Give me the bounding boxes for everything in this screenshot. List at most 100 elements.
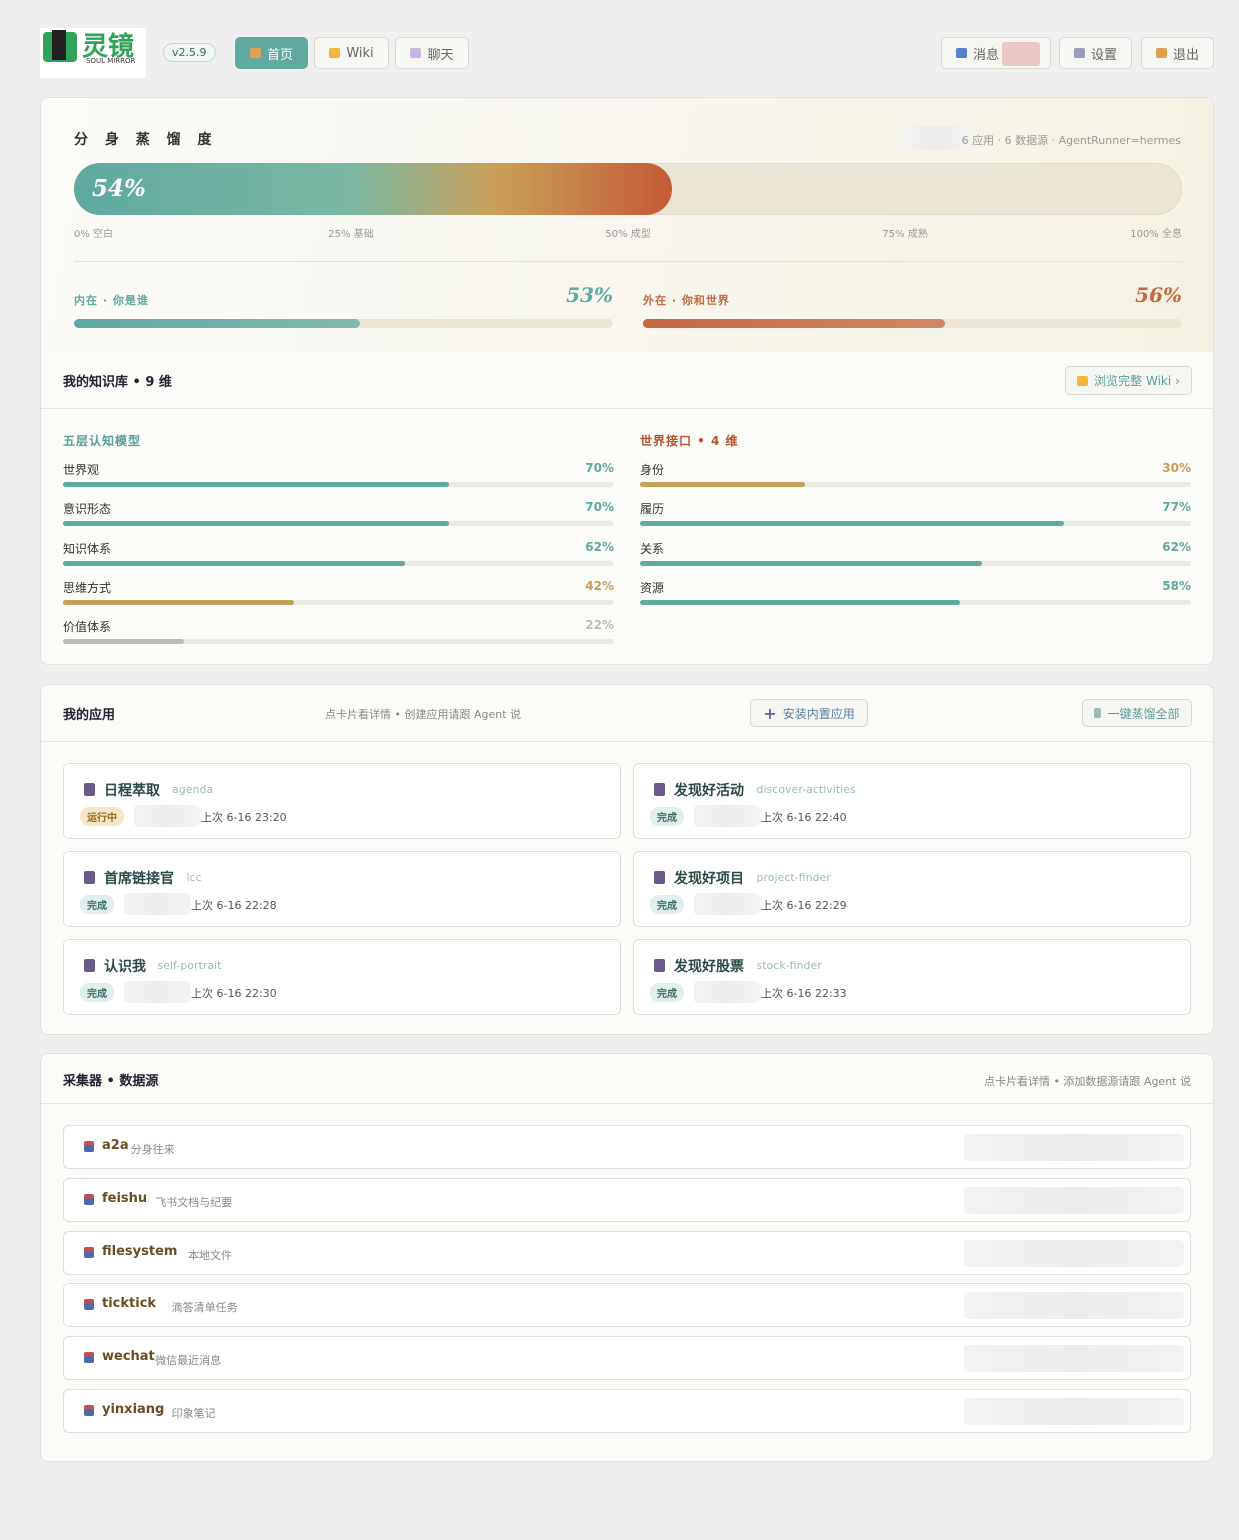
app-card[interactable]: 发现好项目 project-finder 完成 上次 6-16 22:29 [633, 851, 1191, 927]
distill-all-button-label: 一键蒸馏全部 [1107, 706, 1180, 721]
collector-card[interactable]: filesystem 本地文件 [63, 1230, 1191, 1275]
dimension-percent: 77% [1162, 500, 1191, 515]
distill-meta: 6 应用 · 6 数据源 · AgentRunner=hermes [961, 134, 1181, 147]
redacted [124, 981, 190, 1003]
logo-door [52, 30, 66, 60]
collector-icon [84, 1246, 94, 1258]
collector-icon [84, 1299, 94, 1311]
dimension-bar [63, 599, 295, 605]
nav-icon [329, 48, 341, 58]
dimension-track [63, 639, 614, 645]
app-card[interactable]: 发现好活动 discover-activities 完成 上次 6-16 22:40 [633, 763, 1191, 839]
action-icon [956, 48, 967, 58]
action-label: 消息 [973, 47, 1000, 63]
app-icon [654, 959, 665, 972]
logo-subtitle: SOUL MIRROR [86, 57, 136, 65]
distill-card: 分 身 蒸 馏 度 6 应用 · 6 数据源 · AgentRunner=her… [40, 97, 1214, 665]
collectors-list: a2a 分身往来 feishu 飞书文档与纪要 filesystem 本地文件 tickti… [41, 1054, 1215, 1463]
dimension-bar [63, 521, 449, 527]
collector-name: wechat [102, 1349, 155, 1365]
app-id: agenda [172, 783, 214, 796]
nav-button[interactable]: 首页 [235, 37, 308, 69]
redacted [694, 981, 760, 1003]
collector-name: feishu [102, 1190, 148, 1206]
folder-icon [1077, 375, 1089, 386]
app-time: 上次 6-16 22:40 [761, 811, 847, 824]
collector-name: yinxiang [102, 1402, 165, 1417]
scale-label: 50% 成型 [605, 229, 651, 240]
app-id: stock-finder [756, 959, 822, 972]
app-time: 上次 6-16 22:29 [761, 899, 847, 912]
collector-desc: 飞书文档与纪要 [155, 1195, 233, 1209]
app-status: 完成 [80, 895, 114, 914]
app-time: 上次 6-16 22:33 [761, 987, 847, 1000]
dimension-label: 外在 · 你和世界 [643, 294, 730, 307]
nav-button[interactable]: Wiki [314, 37, 389, 69]
app-icon [84, 871, 95, 884]
dimension-name: 知识体系 [63, 541, 112, 556]
collector-desc: 微信最近消息 [155, 1354, 222, 1368]
app-status: 完成 [650, 895, 684, 914]
app-name: 发现好项目 [674, 871, 744, 887]
collector-card[interactable]: yinxiang 印象笔记 [63, 1389, 1191, 1433]
dimension-bar [640, 521, 1065, 527]
redacted [964, 1345, 1184, 1373]
collectors-title: 采集器 • 数据源 [63, 1074, 159, 1089]
collector-card[interactable]: wechat 微信最近消息 [63, 1336, 1191, 1381]
collector-desc: 本地文件 [188, 1248, 232, 1262]
collector-card[interactable]: a2a 分身往来 [63, 1125, 1191, 1169]
dimension-percent: 58% [1162, 578, 1191, 593]
collectors-card: 采集器 • 数据源 点卡片看详情 • 添加数据源请跟 Agent 说 a2a 分身… [40, 1053, 1215, 1463]
app-time: 上次 6-16 22:30 [191, 987, 277, 1000]
progress-fill [74, 163, 673, 215]
scale-label: 25% 基础 [328, 229, 374, 240]
app-status: 完成 [650, 983, 684, 1002]
app-card[interactable]: 发现好股票 stock-finder 完成 上次 6-16 22:33 [633, 939, 1191, 1015]
redacted [901, 126, 969, 150]
group-title: 五层认知模型 [63, 434, 142, 448]
collector-card[interactable]: feishu 飞书文档与纪要 [63, 1177, 1191, 1222]
dimension-name: 思维方式 [63, 580, 112, 595]
redacted [124, 893, 190, 915]
action-label: 退出 [1172, 47, 1199, 63]
progress-label: 54% [92, 175, 146, 202]
header-action[interactable]: 消息 [941, 37, 1051, 69]
redacted [964, 1134, 1184, 1161]
dimension-bar [63, 560, 405, 566]
redacted [964, 1186, 1184, 1214]
redacted [694, 805, 760, 827]
collector-card[interactable]: ticktick 滴答清单任务 [63, 1283, 1191, 1328]
action-icon [1073, 48, 1085, 58]
nav-icon [410, 48, 422, 58]
distill-all-button[interactable]: 一键蒸馏全部 [1082, 699, 1192, 727]
app-name: 发现好股票 [674, 959, 744, 975]
redacted [134, 805, 200, 827]
install-button[interactable]: + 安装内置应用 [750, 699, 868, 727]
dimension-bar [63, 639, 185, 645]
divider [74, 261, 1182, 262]
nav-button[interactable]: 聊天 [395, 37, 469, 69]
action-icon [1155, 48, 1167, 58]
app-icon [654, 783, 665, 796]
dimension-percent: 62% [585, 539, 614, 554]
app-card[interactable]: 认识我 self-portrait 完成 上次 6-16 22:30 [63, 939, 621, 1015]
divider [41, 741, 1215, 742]
app-status: 完成 [650, 807, 684, 826]
dimension-name: 意识形态 [63, 502, 112, 517]
dimension-label: 内在 · 你是谁 [74, 294, 149, 307]
apps-card: 我的应用 点卡片看详情 • 创建应用请跟 Agent 说 + 安装内置应用 一键蒸… [40, 684, 1215, 1035]
divider [41, 1103, 1215, 1104]
header-action[interactable]: 退出 [1141, 37, 1214, 69]
wiki-button[interactable]: 浏览完整 Wiki › [1065, 366, 1192, 395]
dimension-percent: 62% [1162, 539, 1191, 554]
app-id: discover-activities [756, 783, 856, 796]
divider [41, 408, 1213, 409]
app-card[interactable]: 首席链接官 lcc 完成 上次 6-16 22:28 [63, 851, 621, 927]
app-card[interactable]: 日程萃取 agenda 运行中 上次 6-16 23:20 [63, 763, 621, 839]
version-badge: v2.5.9 [163, 43, 216, 62]
scale-label: 75% 成熟 [882, 229, 928, 240]
nav-label: 首页 [266, 47, 293, 63]
header-action[interactable]: 设置 [1059, 37, 1132, 69]
dimension-bar [640, 599, 960, 605]
dimension-percent: 42% [585, 578, 614, 593]
